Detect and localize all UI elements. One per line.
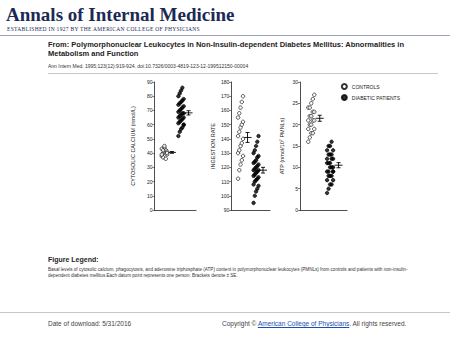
svg-text:10: 10: [292, 164, 298, 170]
svg-text:90: 90: [147, 79, 153, 85]
svg-text:DIABETIC PATIENTS: DIABETIC PATIENTS: [352, 95, 401, 101]
html-text:From: Polymorphonuclear Leukoc: From: Polymorphonuclear Leukocytes in No…: [48, 40, 404, 58]
svg-text:25: 25: [292, 100, 298, 106]
html-text:Ann Intern Med. 1995;123(12):9: Ann Intern Med. 1995;123(12):919-924. do…: [48, 63, 249, 69]
svg-text:170: 170: [221, 93, 230, 99]
html-text:Figure Legend:: Figure Legend:: [48, 256, 99, 263]
svg-text:30: 30: [292, 79, 298, 85]
svg-text:20: 20: [292, 122, 298, 128]
svg-text:CONTROLS: CONTROLS: [352, 84, 380, 90]
svg-text:150: 150: [221, 122, 230, 128]
svg-text:30: 30: [147, 164, 153, 170]
svg-text:INGESTION RATE: INGESTION RATE: [210, 123, 216, 169]
svg-text:90: 90: [224, 207, 230, 213]
svg-text:120: 120: [221, 164, 230, 170]
svg-text:15: 15: [292, 143, 298, 149]
svg-text:140: 140: [221, 136, 230, 142]
svg-text:60: 60: [147, 122, 153, 128]
svg-text:ATP (nmol/10⁷ PMNLs): ATP (nmol/10⁷ PMNLs): [279, 118, 285, 175]
svg-text:130: 130: [221, 150, 230, 156]
html-text:ESTABLISHED IN 1927 BY THE AME: ESTABLISHED IN 1927 BY THE AMERICAN COLL…: [7, 26, 200, 32]
svg-text:10: 10: [147, 193, 153, 199]
svg-text:100: 100: [221, 193, 230, 199]
svg-text:110: 110: [221, 179, 229, 185]
svg-text:0: 0: [295, 207, 298, 213]
html-text:Basal levels of cytosolic calc: Basal levels of cytosolic calcium, phago…: [48, 267, 408, 278]
svg-text:70: 70: [147, 107, 153, 113]
svg-text:160: 160: [221, 107, 230, 113]
html-text:Copyright © American College o: Copyright © American College of Physicia…: [222, 320, 407, 327]
svg-text:5: 5: [295, 186, 298, 192]
svg-text:50: 50: [147, 136, 153, 142]
svg-text:80: 80: [147, 93, 153, 99]
svg-text:180: 180: [221, 79, 230, 85]
svg-text:40: 40: [147, 150, 153, 156]
html-text:Annals of Internal Medicine: Annals of Internal Medicine: [6, 4, 235, 25]
svg-text:CYTOSOLIC CALCIUM (nmol/L): CYTOSOLIC CALCIUM (nmol/L): [130, 106, 136, 186]
svg-text:0: 0: [150, 207, 153, 213]
svg-text:20: 20: [147, 179, 153, 185]
html-text:Date of download: 5/31/2016: Date of download: 5/31/2016: [48, 320, 132, 327]
